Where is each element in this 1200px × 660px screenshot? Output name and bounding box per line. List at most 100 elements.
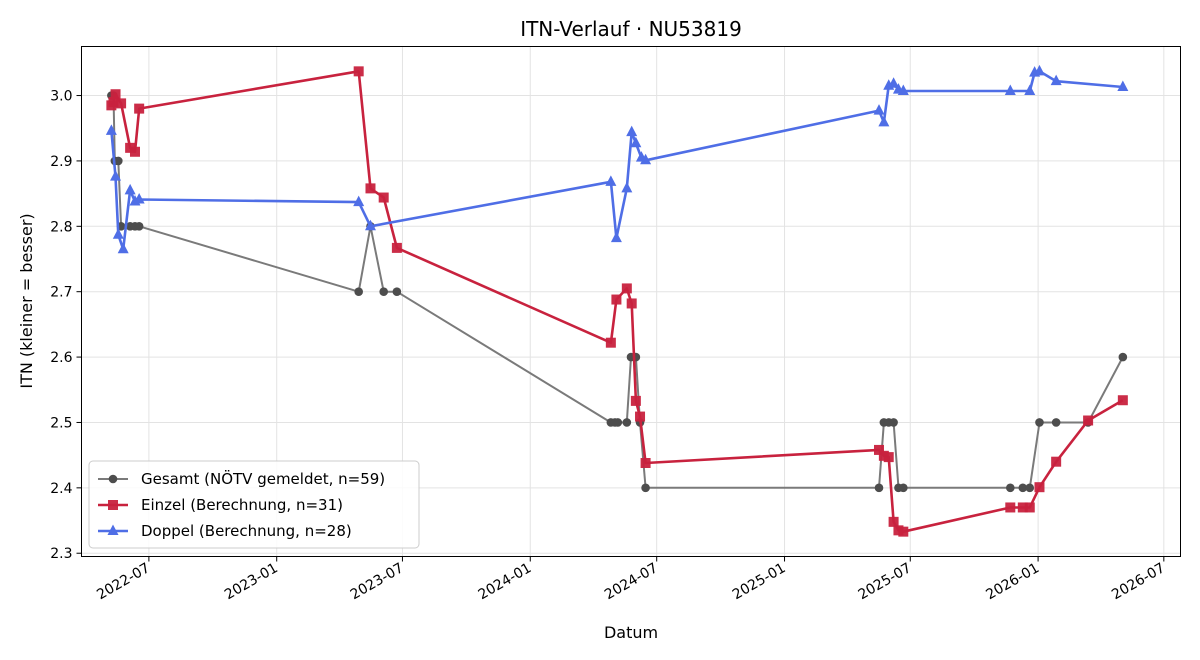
- legend-box: [88, 460, 420, 549]
- data-point: [105, 124, 117, 135]
- data-point: [611, 294, 622, 305]
- y-tick-label: 2.5: [50, 415, 72, 431]
- data-point: [1118, 352, 1128, 362]
- data-point: [613, 418, 623, 427]
- data-point: [108, 97, 119, 108]
- data-point: [630, 395, 641, 406]
- legend-item: Gesamt (NÖTV gemeldet, n=59): [98, 469, 385, 488]
- x-tick-label: 2025-01: [730, 560, 789, 603]
- legend-swatch-marker: [107, 524, 119, 535]
- data-point: [1083, 415, 1094, 426]
- data-point: [353, 195, 365, 207]
- y-tick-label: 2.6: [50, 350, 72, 366]
- data-point: [391, 242, 402, 253]
- data-point: [899, 483, 908, 493]
- x-tick-label: 2024-01: [476, 560, 535, 603]
- data-point: [640, 458, 651, 468]
- data-point: [379, 287, 388, 296]
- data-point: [1050, 74, 1062, 86]
- data-point: [1025, 483, 1035, 493]
- data-point: [392, 287, 402, 296]
- y-tick-label: 2.3: [50, 546, 72, 562]
- data-point: [630, 136, 642, 148]
- x-tick-label: 2023-01: [222, 560, 281, 603]
- x-axis-label: Datum: [604, 623, 658, 642]
- data-point: [635, 411, 646, 422]
- y-axis: 2.3 2.4 2.5 2.6 2.7 2.8 2.9 3.0: [50, 89, 82, 562]
- legend: Gesamt (NÖTV gemeldet, n=59) Einzel (Bere…: [88, 460, 420, 549]
- data-point: [133, 193, 145, 204]
- y-tick-label: 2.7: [50, 285, 72, 301]
- data-point: [1024, 84, 1036, 95]
- data-point: [354, 287, 363, 296]
- plot-frame: [81, 46, 1181, 557]
- data-point: [621, 283, 632, 294]
- data-point: [1034, 482, 1045, 493]
- data-point: [888, 77, 900, 88]
- data-point: [1035, 418, 1044, 427]
- data-point: [365, 183, 376, 194]
- legend-label: Doppel (Berechnung, n=28): [141, 522, 352, 540]
- series-layer: [105, 64, 1129, 537]
- x-tick-label: 2022-07: [94, 560, 153, 603]
- x-tick-label: 2025-07: [856, 560, 915, 603]
- data-point: [605, 337, 616, 348]
- data-point: [364, 219, 376, 231]
- series-square: [106, 66, 1128, 537]
- data-point: [605, 175, 617, 186]
- data-point: [1018, 483, 1028, 493]
- legend-label: Einzel (Berechnung, n=31): [141, 496, 343, 514]
- data-point: [1117, 395, 1128, 406]
- y-tick-label: 2.4: [50, 481, 72, 497]
- data-point: [873, 104, 885, 115]
- data-point: [1005, 502, 1016, 513]
- x-tick-label: 2026-07: [1109, 560, 1168, 603]
- data-point: [1006, 483, 1015, 493]
- data-point: [626, 125, 638, 137]
- data-point: [1051, 456, 1062, 467]
- y-tick-label: 3.0: [50, 89, 72, 105]
- data-point: [1033, 64, 1045, 76]
- data-point: [622, 418, 632, 427]
- data-point: [116, 98, 127, 109]
- y-tick-label: 2.8: [50, 219, 72, 235]
- data-point: [610, 231, 622, 243]
- data-point: [641, 483, 650, 493]
- data-point: [889, 418, 898, 427]
- data-point: [114, 156, 123, 166]
- y-axis-label: ITN (kleiner = besser): [17, 213, 36, 388]
- data-point: [112, 228, 124, 239]
- x-tick-label: 2024-07: [602, 560, 661, 603]
- data-point: [878, 115, 890, 127]
- y-tick-label: 2.9: [50, 154, 72, 170]
- data-point: [888, 516, 899, 527]
- chart-title: ITN-Verlauf · NU53819: [520, 17, 742, 41]
- data-point: [129, 146, 140, 157]
- data-point: [883, 452, 894, 463]
- x-axis: 2022-07 2023-01 2023-07 2024-01 2024-07 2025-…: [94, 556, 1168, 603]
- data-point: [124, 183, 136, 195]
- x-tick-label: 2023-07: [348, 560, 407, 603]
- data-point: [1051, 418, 1061, 427]
- legend-label: Gesamt (NÖTV gemeldet, n=59): [141, 469, 385, 488]
- x-tick-label: 2026-01: [983, 560, 1042, 603]
- data-point: [353, 66, 364, 77]
- data-point: [621, 181, 633, 193]
- legend-item: Einzel (Berechnung, n=31): [98, 496, 343, 514]
- data-point: [134, 222, 144, 231]
- data-point: [626, 298, 637, 309]
- data-point: [1117, 80, 1129, 92]
- series-triangle: [105, 64, 1129, 254]
- legend-item: Doppel (Berechnung, n=28): [98, 522, 352, 540]
- series-line: [110, 70, 1123, 251]
- data-point: [378, 192, 389, 203]
- data-point: [1024, 502, 1035, 513]
- data-point: [110, 170, 122, 181]
- data-point: [874, 483, 884, 493]
- data-point: [640, 153, 652, 165]
- data-point: [1017, 502, 1028, 513]
- legend-swatch-marker: [108, 500, 118, 510]
- data-point: [134, 103, 145, 114]
- data-point: [874, 444, 885, 455]
